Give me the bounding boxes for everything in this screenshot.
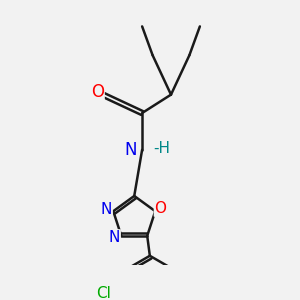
Text: N: N <box>124 141 137 159</box>
Text: -H: -H <box>154 141 171 156</box>
Text: N: N <box>101 202 112 217</box>
Text: O: O <box>91 83 104 101</box>
Text: N: N <box>109 230 120 245</box>
Text: O: O <box>154 201 166 216</box>
Text: Cl: Cl <box>96 286 111 300</box>
